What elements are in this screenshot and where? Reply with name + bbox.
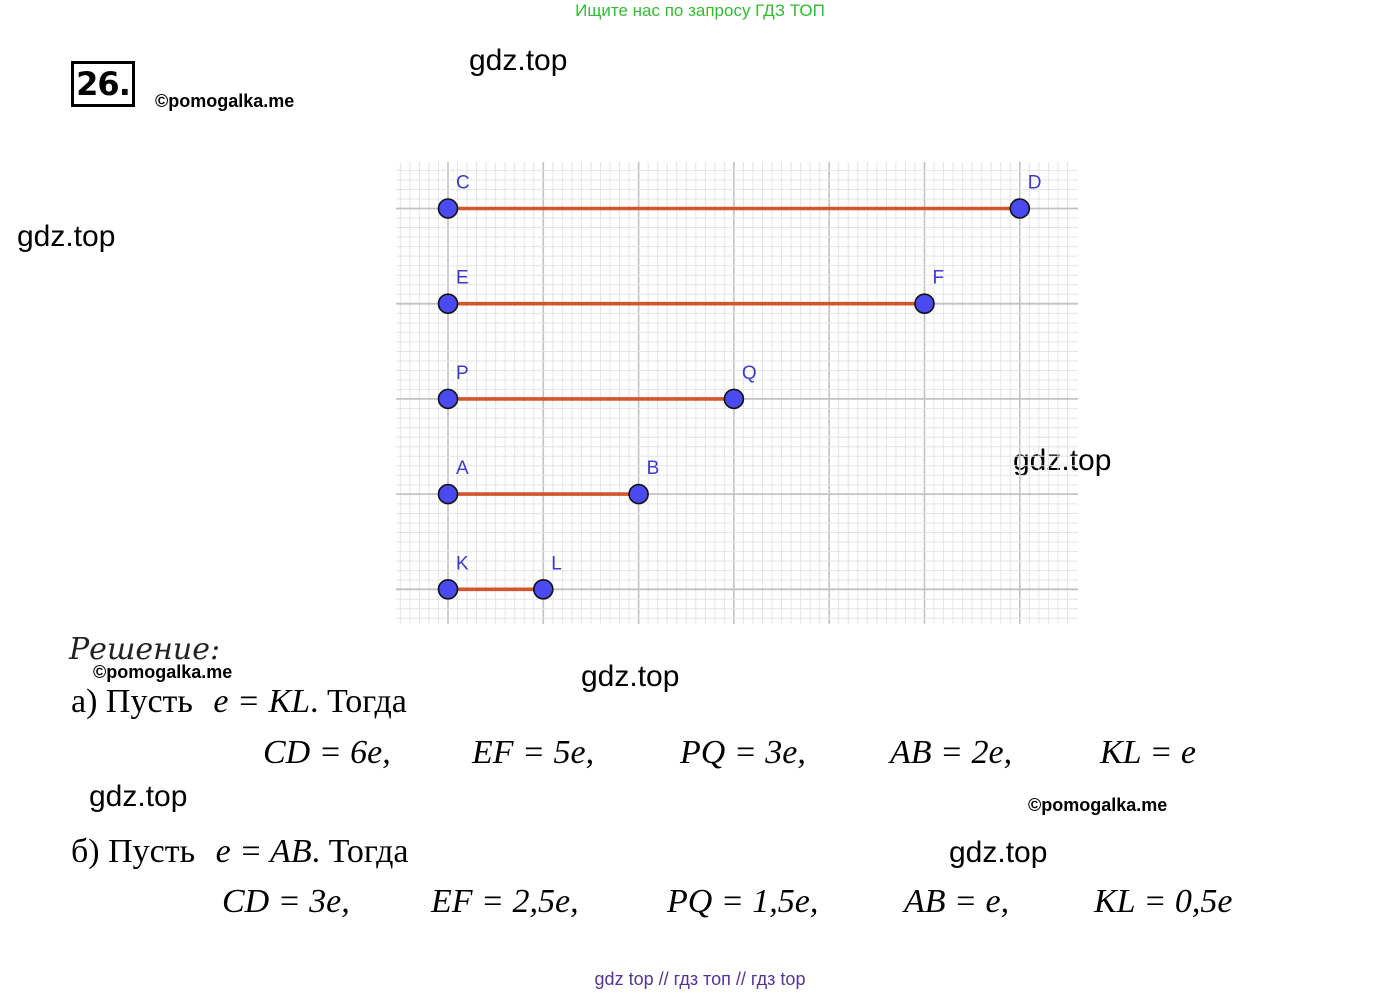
point-E — [437, 293, 459, 314]
equation-b-ef: EF = 2,5e, — [431, 883, 579, 920]
point-A — [437, 483, 459, 505]
credit-watermark: ©pomogalka.me — [93, 662, 233, 682]
part-a-suffix: . Тогда — [310, 683, 407, 720]
point-label-K: K — [456, 553, 469, 574]
equation-b-ab: AB = e, — [904, 883, 1010, 920]
point-L — [533, 578, 554, 600]
point-label-L: L — [551, 553, 562, 574]
solution-heading: Решение: — [69, 632, 221, 667]
part-a-prefix: а) Пусть — [71, 683, 193, 720]
site-watermark: gdz.top — [581, 660, 680, 693]
part-a-unit: e = KL — [213, 683, 311, 720]
grid — [396, 162, 1078, 624]
segments-figure: C DE FP QA BK L — [396, 162, 1078, 624]
point-label-E: E — [456, 268, 469, 289]
point-B — [628, 483, 649, 505]
part-b-intro: б) Пусть e = AB. Тогда — [71, 833, 408, 871]
point-C — [437, 198, 459, 219]
point-label-D: D — [1028, 173, 1042, 194]
credit-watermark: ©pomogalka.me — [155, 91, 295, 111]
point-label-C: C — [456, 173, 470, 194]
segments: C DE FP QA BK L — [396, 173, 1078, 600]
footer-links: gdz top // гдз топ // гдз top — [594, 969, 806, 989]
equation-b-kl: KL = 0,5e — [1094, 883, 1233, 920]
equation-a-kl: KL = e — [1100, 734, 1197, 771]
equation-a-ef: EF = 5e, — [472, 734, 595, 771]
point-label-P: P — [456, 363, 469, 384]
equation-a-cd: CD = 6e, — [263, 734, 391, 771]
part-b-suffix: . Тогда — [311, 833, 409, 870]
point-Q — [723, 388, 745, 410]
point-label-F: F — [933, 268, 945, 289]
equation-a-ab: AB = 2e, — [890, 734, 1013, 771]
site-watermark: gdz.top — [949, 836, 1048, 869]
credit-watermark: ©pomogalka.me — [1028, 795, 1168, 815]
part-b-unit: e = AB — [215, 833, 312, 870]
point-label-A: A — [456, 458, 469, 479]
search-hint-banner: Ищите нас по запросу ГДЗ ТОП — [575, 1, 825, 20]
equation-b-cd: CD = 3e, — [222, 883, 350, 920]
point-K — [437, 578, 459, 600]
site-watermark: gdz.top — [89, 780, 188, 813]
part-b-prefix: б) Пусть — [71, 833, 196, 870]
equation-a-pq: PQ = 3e, — [680, 734, 806, 771]
point-P — [437, 388, 459, 410]
site-watermark: gdz.top — [469, 44, 568, 77]
task-number: 26. — [71, 61, 135, 107]
point-D — [1009, 198, 1031, 219]
point-F — [914, 293, 935, 314]
point-label-B: B — [647, 458, 660, 479]
part-a-intro: а) Пусть e = KL. Тогда — [71, 683, 407, 721]
point-label-Q: Q — [742, 363, 757, 384]
site-watermark: gdz.top — [17, 220, 116, 253]
equation-b-pq: PQ = 1,5e, — [667, 883, 819, 920]
